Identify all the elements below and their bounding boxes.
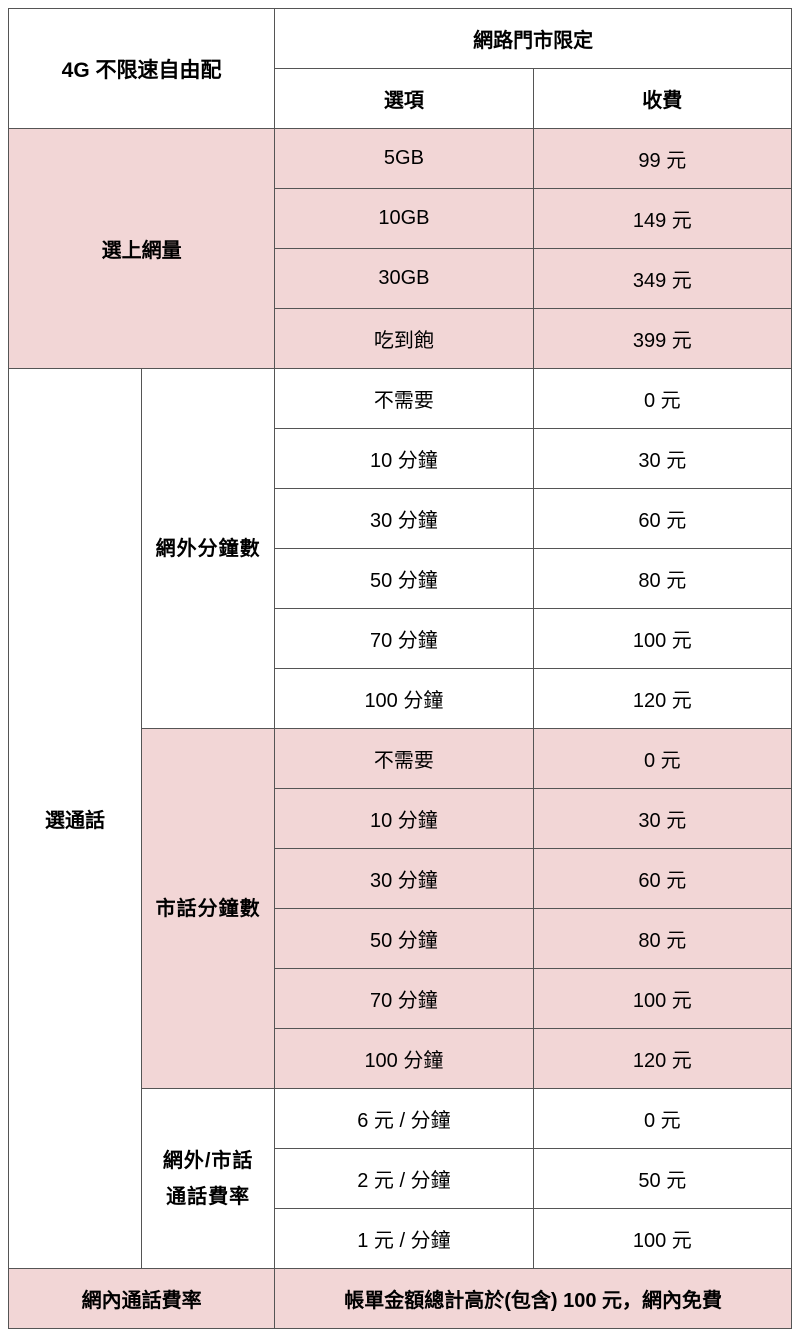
top-right-header: 網路門市限定 [275,9,792,69]
call-section-label: 選通話 [9,369,142,1269]
footer-label: 網內通話費率 [9,1269,275,1329]
data-fee: 399 元 [533,309,791,369]
rate-option: 6 元 / 分鐘 [275,1089,533,1149]
local-option: 50 分鐘 [275,909,533,969]
col-fee-header: 收費 [533,69,791,129]
offnet-option: 50 分鐘 [275,549,533,609]
footer-text: 帳單金額總計高於(包含) 100 元，網內免費 [275,1269,792,1329]
data-option: 5GB [275,129,533,189]
offnet-fee: 0 元 [533,369,791,429]
data-option: 吃到飽 [275,309,533,369]
local-fee: 80 元 [533,909,791,969]
main-title: 4G 不限速自由配 [9,9,275,129]
local-option: 100 分鐘 [275,1029,533,1089]
rate-label: 網外/市話 通話費率 [142,1089,275,1269]
offnet-fee: 80 元 [533,549,791,609]
rate-fee: 100 元 [533,1209,791,1269]
data-fee: 149 元 [533,189,791,249]
offnet-fee: 30 元 [533,429,791,489]
offnet-option: 30 分鐘 [275,489,533,549]
pricing-table: 4G 不限速自由配 網路門市限定 選項 收費 選上網量 5GB 99 元 10G… [8,8,792,1329]
local-option: 30 分鐘 [275,849,533,909]
local-fee: 100 元 [533,969,791,1029]
offnet-fee: 60 元 [533,489,791,549]
local-fee: 30 元 [533,789,791,849]
local-option: 10 分鐘 [275,789,533,849]
offnet-option: 100 分鐘 [275,669,533,729]
local-label: 市話分鐘數 [142,729,275,1089]
local-fee: 120 元 [533,1029,791,1089]
offnet-label: 網外分鐘數 [142,369,275,729]
footer-row: 網內通話費率 帳單金額總計高於(包含) 100 元，網內免費 [9,1269,792,1329]
offnet-option: 70 分鐘 [275,609,533,669]
table-row: 選上網量 5GB 99 元 [9,129,792,189]
rate-option: 1 元 / 分鐘 [275,1209,533,1269]
table-row: 選通話 網外分鐘數 不需要 0 元 [9,369,792,429]
data-fee: 349 元 [533,249,791,309]
rate-fee: 50 元 [533,1149,791,1209]
offnet-option: 10 分鐘 [275,429,533,489]
data-section-label: 選上網量 [9,129,275,369]
rate-option: 2 元 / 分鐘 [275,1149,533,1209]
local-fee: 0 元 [533,729,791,789]
data-option: 30GB [275,249,533,309]
data-option: 10GB [275,189,533,249]
offnet-option: 不需要 [275,369,533,429]
table-header-row-1: 4G 不限速自由配 網路門市限定 [9,9,792,69]
local-option: 不需要 [275,729,533,789]
col-option-header: 選項 [275,69,533,129]
data-fee: 99 元 [533,129,791,189]
rate-fee: 0 元 [533,1089,791,1149]
local-fee: 60 元 [533,849,791,909]
offnet-fee: 120 元 [533,669,791,729]
local-option: 70 分鐘 [275,969,533,1029]
offnet-fee: 100 元 [533,609,791,669]
